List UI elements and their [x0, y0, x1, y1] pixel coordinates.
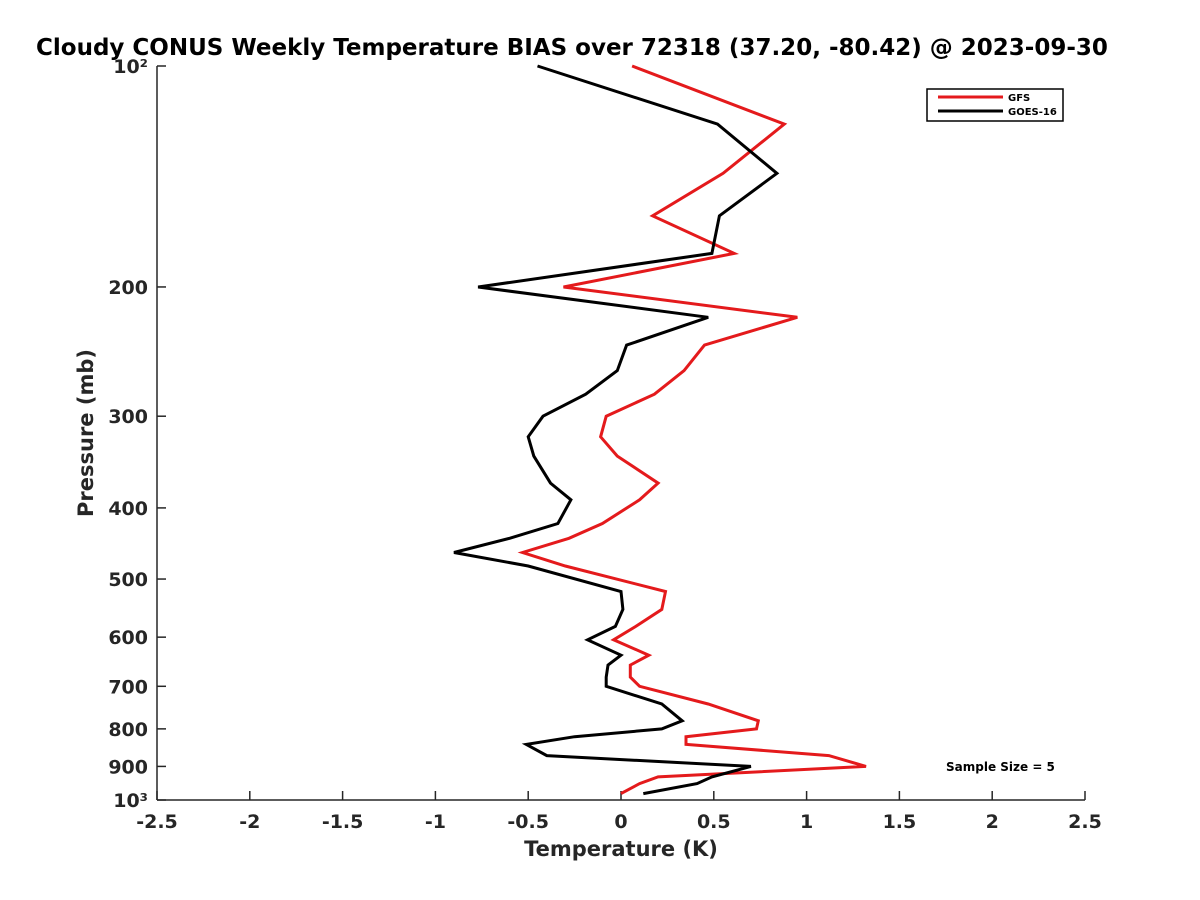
x-tick-label: 2.5 [1068, 811, 1102, 833]
y-tick-label: 300 [108, 406, 148, 428]
y-tick-label: 700 [108, 676, 148, 698]
legend-label: GOES-16 [1008, 107, 1057, 118]
y-tick-label: 900 [108, 756, 148, 778]
axes: -2.5 -2 -1.5 -1 -0.5 0 0.5 1 1.5 2 2.5 10² 200 300 400… [108, 56, 1102, 833]
sample-size-annotation: Sample Size = 5 [946, 760, 1055, 774]
legend-label: GFS [1008, 93, 1030, 104]
series-line-gfs [517, 64, 867, 795]
x-tick-label: -0.5 [507, 811, 549, 833]
x-tick-label: -1.5 [322, 811, 364, 833]
legend-box [926, 88, 1064, 122]
y-tick-label: 800 [108, 719, 148, 741]
x-tick-label: 1.5 [883, 811, 917, 833]
legend: GFS GOES-16 [926, 88, 1064, 122]
y-tick-label: 500 [108, 569, 148, 591]
x-axis-label: Temperature (K) [524, 837, 718, 861]
series-line-goes-16 [453, 64, 780, 796]
y-tick-label: 600 [108, 627, 148, 649]
y-tick-label: 200 [108, 277, 148, 299]
x-tick-label: -1 [425, 811, 446, 833]
x-tick-label: 0.5 [697, 811, 731, 833]
x-tick-label: 0 [614, 811, 627, 833]
y-axis-label: Pressure (mb) [74, 349, 98, 517]
chart-title: Cloudy CONUS Weekly Temperature BIAS ove… [36, 35, 1108, 61]
y-tick-label: 10³ [113, 790, 148, 812]
y-tick-label: 400 [108, 498, 148, 520]
x-tick-label: -2 [239, 811, 260, 833]
x-tick-label: 2 [986, 811, 999, 833]
y-tick-label: 10² [113, 56, 148, 78]
plot-lines [453, 64, 867, 796]
x-tick-label: 1 [800, 811, 813, 833]
x-tick-label: -2.5 [136, 811, 178, 833]
